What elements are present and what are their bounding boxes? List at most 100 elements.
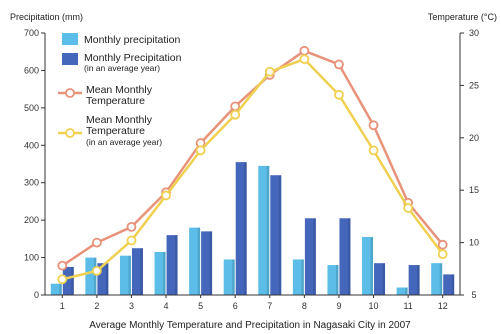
x-tick-label-4: 4	[164, 301, 169, 311]
x-tick-label-12: 12	[438, 301, 448, 311]
left-tick-label-100: 100	[24, 253, 39, 263]
bar-shade-s1-m3	[128, 255, 131, 295]
x-tick-label-10: 10	[369, 301, 379, 311]
bar-s2-m3	[131, 248, 143, 295]
bar-shade-s1-m7	[266, 165, 270, 295]
bar-s2-m1	[62, 266, 74, 295]
x-tick-label-1: 1	[60, 301, 65, 311]
x-tick-label-8: 8	[302, 301, 307, 311]
right-tick-label-30: 30	[469, 28, 479, 38]
left-tick-label-400: 400	[24, 140, 39, 150]
point-s2-m7	[264, 66, 275, 77]
bar-shade-s2-m11	[417, 265, 420, 295]
bar-s2-m7	[270, 175, 282, 295]
left-tick-label-500: 500	[24, 103, 39, 113]
x-tick-label-3: 3	[129, 301, 134, 311]
bar-s2-m4	[166, 235, 178, 295]
point-s2-m6	[230, 109, 241, 120]
right-tick-label-5: 5	[471, 290, 476, 300]
bar-shade-s2-m8	[313, 218, 316, 295]
legend-label-precip: Monthly precipitation	[84, 34, 180, 46]
point-s2-m10	[368, 145, 379, 156]
bar-shade-s1-m12	[439, 263, 443, 295]
left-tick-label-200: 200	[24, 215, 39, 225]
bar-s1-m9	[327, 265, 339, 295]
point-s2-m1	[57, 274, 68, 285]
right-tick-label-10: 10	[469, 238, 479, 248]
bar-shade-s2-m5	[209, 231, 213, 295]
bar-s2-m9	[339, 218, 351, 295]
point-s2-m8	[299, 54, 310, 65]
point-s1-m8	[299, 45, 310, 56]
bar-shade-s1-m5	[197, 227, 201, 295]
right-tick-label-20: 20	[469, 133, 479, 143]
legend-note-temp-avg: (in an average year)	[86, 137, 162, 147]
left-tick-label-700: 700	[24, 28, 39, 38]
bar-shade-s2-m3	[140, 248, 143, 295]
left-tick-label-300: 300	[24, 178, 39, 188]
point-s2-m11	[403, 203, 414, 213]
bar-shade-s1-m4	[163, 251, 166, 295]
point-s1-m6	[230, 101, 241, 112]
point-s1-m1	[57, 260, 68, 271]
right-tick-label-25: 25	[469, 80, 479, 90]
bar-s1-m4	[154, 251, 166, 295]
right-axis-title: Temperature (°C)	[428, 12, 497, 22]
bar-s1-m12	[431, 263, 443, 295]
bar-shade-s1-m1	[59, 283, 62, 295]
point-s2-m9	[334, 89, 344, 100]
legend-swatch-precip	[62, 33, 78, 45]
left-tick-label-600: 600	[24, 65, 39, 75]
point-s2-m3	[126, 235, 137, 246]
bar-s2-m10	[374, 263, 386, 295]
legend-swatch-precip-avg	[62, 53, 78, 65]
x-tick-label-2: 2	[94, 301, 99, 311]
point-s1-m3	[126, 221, 137, 232]
bar-shade-s2-m4	[175, 235, 178, 295]
x-tick-label-11: 11	[403, 301, 412, 311]
bar-shade-s2-m6	[244, 162, 247, 295]
bar-s2-m6	[235, 162, 247, 295]
bar-s1-m5	[189, 227, 201, 295]
point-s1-m2	[91, 237, 102, 248]
bar-shade-s1-m8	[301, 259, 304, 295]
legend-label-precip-avg: Monthly Precipitation	[84, 52, 182, 64]
bar-s2-m8	[304, 218, 316, 295]
bars-group	[50, 162, 455, 295]
bar-s1-m10	[362, 236, 374, 295]
legend-swatch-temp-avg-marker	[65, 128, 75, 138]
point-s2-m5	[195, 145, 206, 156]
point-s1-m10	[368, 120, 379, 131]
x-tick-label-5: 5	[198, 301, 203, 311]
bar-shade-s1-m11	[405, 287, 408, 295]
right-tick-label-15: 15	[469, 185, 479, 195]
legend-label-temp: Mean Monthly Temperature	[86, 84, 153, 107]
x-tick-label-6: 6	[233, 301, 238, 311]
bar-s1-m1	[50, 283, 62, 295]
lines-group	[57, 45, 448, 285]
bar-s2-m2	[97, 263, 109, 295]
bar-shade-s2-m12	[451, 274, 455, 295]
legend: Monthly precipitation Monthly Precipitati…	[58, 33, 182, 147]
bar-shade-s2-m10	[382, 263, 386, 295]
chart-caption: Average Monthly Temperature and Precipit…	[89, 320, 411, 331]
bar-s1-m6	[223, 259, 235, 295]
legend-swatch-temp-marker	[65, 88, 75, 98]
bar-shade-s2-m1	[71, 266, 74, 295]
x-tick-label-9: 9	[336, 301, 341, 311]
bar-shade-s2-m9	[347, 218, 351, 295]
bar-shade-s1-m10	[370, 236, 374, 295]
point-s1-m9	[334, 59, 344, 70]
bar-s1-m3	[119, 255, 131, 295]
bar-shade-s1-m6	[232, 259, 235, 295]
bar-s1-m11	[396, 287, 408, 295]
x-tick-label-7: 7	[267, 301, 272, 311]
bar-shade-s2-m7	[278, 175, 282, 295]
bar-shade-s1-m2	[93, 257, 97, 295]
line-s1	[61, 49, 444, 267]
bar-shade-s1-m9	[335, 265, 339, 295]
point-s2-m12	[437, 249, 448, 260]
legend-note-precip-avg: (in an average year)	[84, 63, 160, 73]
point-s2-m2	[91, 265, 102, 276]
left-axis-title: Precipitation (mm)	[10, 12, 83, 22]
